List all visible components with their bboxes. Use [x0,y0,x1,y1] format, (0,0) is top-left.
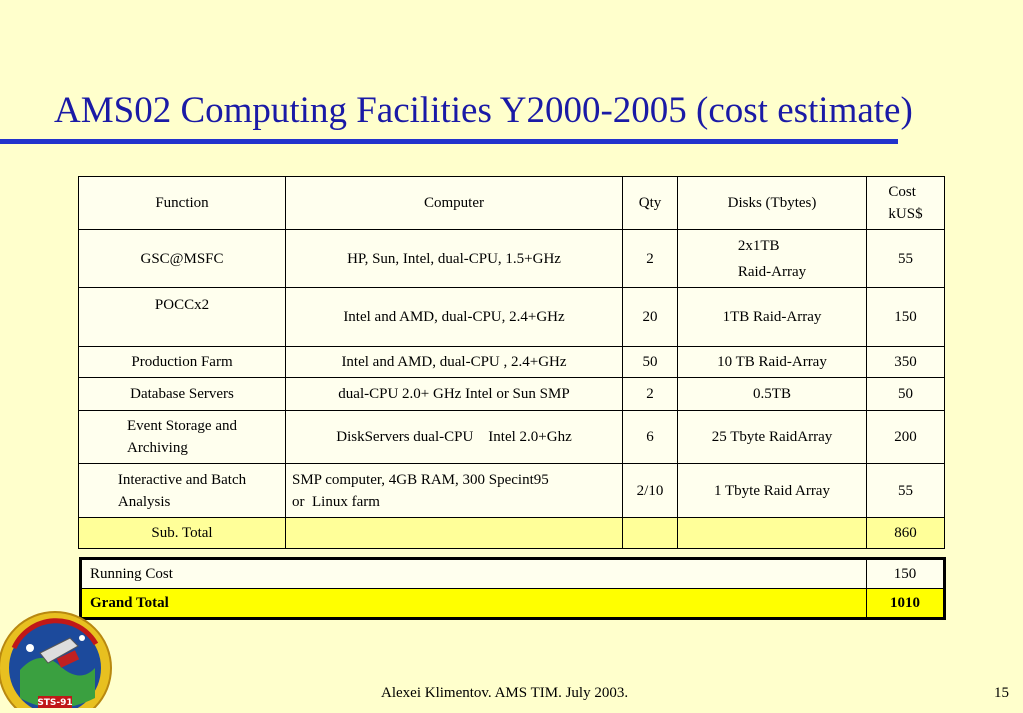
cell-computer-line1: SMP computer, 4GB RAM, 300 Specint95 [292,471,549,488]
header-function: Function [78,176,286,230]
cell-disks-line2: Raid-Array [737,263,807,280]
header-computer: Computer [285,176,623,230]
cell-function-line2: Archiving [127,440,188,456]
cell-function: POCCx2 [78,287,286,347]
cell-cost: 150 [866,287,945,347]
cell-function-line2: Analysis [117,493,171,510]
cell-disks: 0.5TB [677,377,867,411]
cell-qty: 2 [622,229,678,288]
running-cost-row: Running Cost 150 [80,558,945,589]
cell-computer: HP, Sun, Intel, dual-CPU, 1.5+GHz [285,229,623,288]
cell-computer: Intel and AMD, dual-CPU, 2.4+GHz [285,287,623,347]
cell-function: Database Servers [78,377,286,411]
cell-function: GSC@MSFC [78,229,286,288]
summary-table: Running Cost 150 Grand Total 1010 [79,557,946,620]
table-row: POCCx2 Intel and AMD, dual-CPU, 2.4+GHz … [78,287,945,347]
logo-text: STS-91 [37,698,72,708]
cell-empty [677,517,867,549]
page-number: 15 [994,685,1009,701]
cell-qty: 6 [622,410,678,464]
cell-qty: 50 [622,346,678,378]
table-row: Interactive and Batch Analysis SMP compu… [78,463,945,518]
grand-total-label: Grand Total [80,588,867,619]
header-cost-line2: kUS$ [888,206,923,222]
slide-title: AMS02 Computing Facilities Y2000-2005 (c… [54,90,913,131]
cell-disks-line1: 2x1TB [737,237,780,254]
cell-cost: 350 [866,346,945,378]
cell-function: Event Storage and Archiving [78,410,286,464]
running-cost-label: Running Cost [80,558,867,589]
table-row: Database Servers dual-CPU 2.0+ GHz Intel… [78,377,945,411]
cell-computer-line2: or Linux farm [292,493,380,510]
cell-disks: 25 Tbyte RaidArray [677,410,867,464]
cell-computer: dual-CPU 2.0+ GHz Intel or Sun SMP [285,377,623,411]
cell-function: Production Farm [78,346,286,378]
cell-computer: Intel and AMD, dual-CPU , 2.4+GHz [285,346,623,378]
cell-empty [622,517,678,549]
cell-disks: 2x1TB Raid-Array [677,229,867,288]
cell-disks: 10 TB Raid-Array [677,346,867,378]
grand-total-value: 1010 [866,588,945,619]
table-header-row: Function Computer Qty Disks (Tbytes) Cos… [78,176,945,230]
header-qty: Qty [622,176,678,230]
title-underline [0,139,898,144]
header-cost: Cost kUS$ [866,176,945,230]
cell-qty: 2/10 [622,463,678,518]
cell-disks: 1 Tbyte Raid Array [677,463,867,518]
cell-qty: 2 [622,377,678,411]
footer-text: Alexei Klimentov. AMS TIM. July 2003. [381,685,629,701]
running-cost-value: 150 [866,558,945,589]
cell-function-line1: Interactive and Batch [117,471,247,488]
table-row: GSC@MSFC HP, Sun, Intel, dual-CPU, 1.5+G… [78,229,945,288]
header-disks: Disks (Tbytes) [677,176,867,230]
cell-empty [285,517,623,549]
cell-cost: 50 [866,377,945,411]
grand-total-row: Grand Total 1010 [80,588,945,619]
table-row: Production Farm Intel and AMD, dual-CPU … [78,346,945,378]
ams-sts91-mission-patch-icon: STS-91 [0,608,112,713]
cell-disks: 1TB Raid-Array [677,287,867,347]
cell-function: Interactive and Batch Analysis [78,463,286,518]
subtotal-row: Sub. Total 860 [78,517,945,549]
cell-cost: 200 [866,410,945,464]
cell-cost: 55 [866,463,945,518]
subtotal-cost: 860 [866,517,945,549]
cell-computer: DiskServers dual-CPU Intel 2.0+Ghz [285,410,623,464]
cell-qty: 20 [622,287,678,347]
header-cost-line1: Cost [888,184,916,200]
cost-table: Function Computer Qty Disks (Tbytes) Cos… [78,176,945,549]
cell-computer: SMP computer, 4GB RAM, 300 Specint95 or … [285,463,623,518]
cell-cost: 55 [866,229,945,288]
cell-function-line1: Event Storage and [127,418,237,434]
table-row: Event Storage and Archiving DiskServers … [78,410,945,464]
subtotal-label: Sub. Total [78,517,286,549]
